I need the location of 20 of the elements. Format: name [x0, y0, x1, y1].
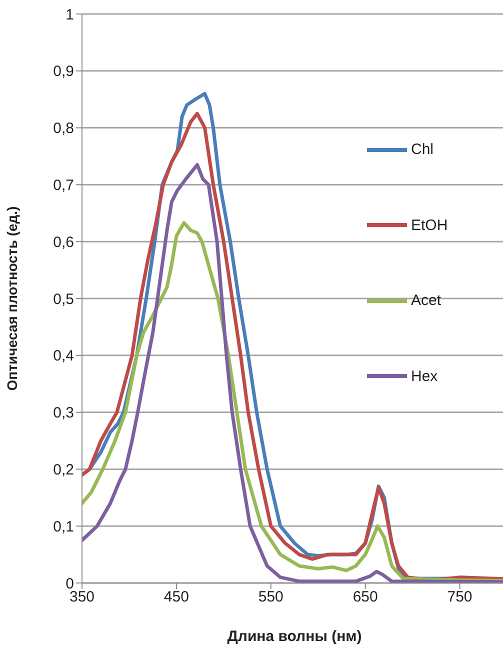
- y-tick-label: 0,5: [53, 290, 74, 308]
- legend-label: EtOH: [411, 216, 448, 234]
- y-tick-label: 0,4: [53, 348, 74, 365]
- y-tick-label: 0,9: [53, 63, 74, 80]
- x-tick-label: 750: [447, 588, 472, 606]
- x-tick-label: 550: [258, 588, 284, 606]
- y-axis-title: Оптичесая плотность (ед.): [4, 206, 20, 391]
- y-tick-label: 0,3: [53, 404, 74, 422]
- legend-label: Hex: [411, 368, 438, 385]
- y-tick-label: 1: [66, 6, 74, 24]
- y-tick-label: 0,6: [53, 234, 74, 251]
- legend-label: Chl: [411, 141, 434, 158]
- legend-label: Acet: [411, 292, 442, 310]
- y-tick-label: 0,1: [53, 518, 74, 536]
- y-tick-label: 0,7: [53, 177, 74, 194]
- y-tick-label: 0,8: [53, 120, 74, 138]
- y-tick-label: 0,2: [53, 462, 74, 479]
- x-tick-label: 450: [164, 588, 189, 606]
- x-axis-title: Длина волны (нм): [227, 628, 362, 645]
- x-tick-label: 650: [352, 588, 378, 606]
